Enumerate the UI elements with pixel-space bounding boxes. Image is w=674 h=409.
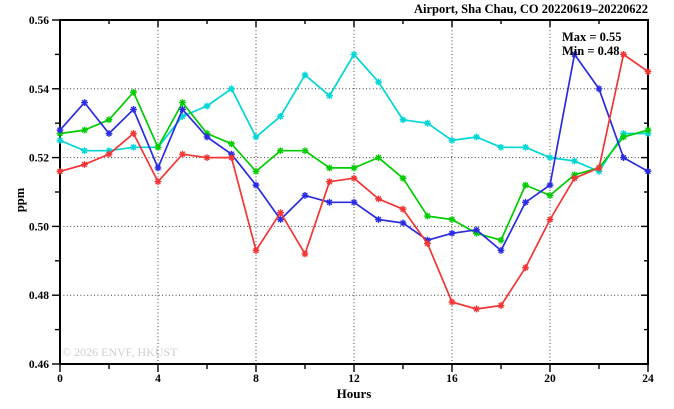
red-series-markers [56,51,652,313]
red-series-line [59,53,649,310]
blue-series-markers [56,51,652,254]
x-tick-label: 16 [446,373,458,385]
chart-title: Airport, Sha Chau, CO 20220619–20220622 [414,2,648,16]
cyan-series-markers [56,51,652,175]
watermark: © 2026 ENVF, HKUST [62,345,178,359]
y-tick-label: 0.48 [29,290,49,302]
x-tick-label: 4 [155,373,161,385]
y-tick-label: 0.56 [29,15,49,27]
x-tick-label: 0 [57,373,63,385]
y-axis-label: ppm [13,187,27,212]
x-tick-label: 8 [253,373,259,385]
x-tick-label: 24 [642,373,654,385]
y-tick-label: 0.50 [29,221,49,233]
min-annotation: Min = 0.48 [562,44,619,58]
x-tick-label: 20 [544,373,556,385]
y-tick-label: 0.46 [29,359,49,371]
y-tick-label: 0.52 [29,153,49,165]
x-axis-label: Hours [337,386,372,401]
x-tick-label: 12 [348,373,360,385]
y-tick-label: 0.54 [29,84,49,96]
max-annotation: Max = 0.55 [562,30,622,44]
